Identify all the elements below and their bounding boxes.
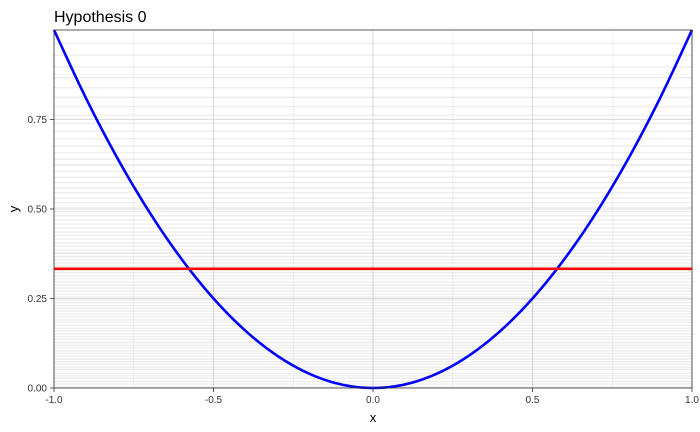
chart-title: Hypothesis 0 (54, 9, 147, 26)
y-axis: 0.00 0.25 0.50 0.75 (28, 115, 54, 395)
x-tick-label: 0.0 (366, 395, 380, 406)
x-tick-label: 0.5 (526, 395, 540, 406)
background-lines (54, 42, 692, 388)
x-tick-label: -0.5 (205, 395, 223, 406)
x-axis-title: x (370, 410, 377, 425)
x-tick-label: -1.0 (45, 395, 63, 406)
x-tick-label: 1.0 (685, 395, 699, 406)
y-tick-label: 0.25 (28, 294, 48, 305)
y-tick-label: 0.50 (28, 205, 48, 216)
y-axis-title: y (6, 205, 21, 212)
y-tick-label: 0.00 (28, 384, 48, 395)
y-tick-label: 0.75 (28, 115, 48, 126)
x-axis: -1.0 -0.5 0.0 0.5 1.0 (45, 388, 699, 406)
